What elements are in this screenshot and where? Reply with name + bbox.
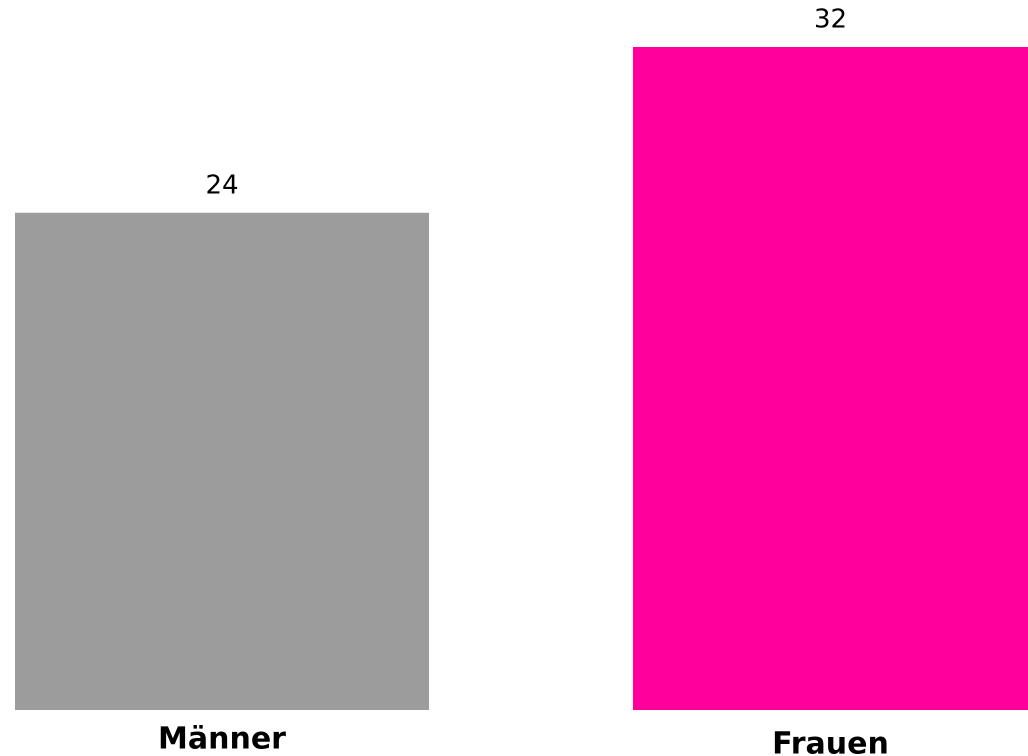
category-label: Frauen <box>772 727 889 756</box>
bar <box>633 47 1028 710</box>
bar <box>15 212 429 710</box>
value-label: 32 <box>814 5 847 35</box>
category-label: Männer <box>158 722 286 756</box>
value-label: 24 <box>205 170 238 200</box>
